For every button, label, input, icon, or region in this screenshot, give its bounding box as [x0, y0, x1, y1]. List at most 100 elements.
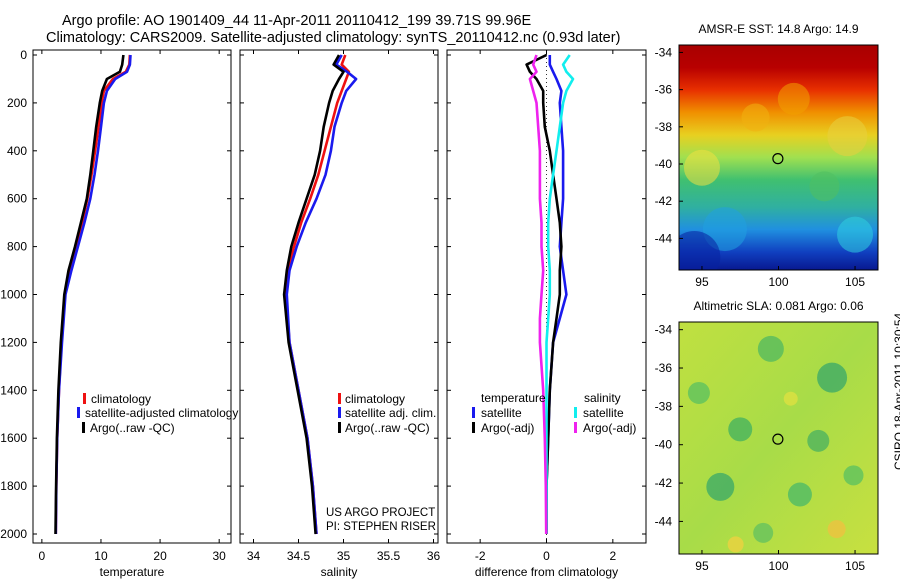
map-y-tick-label: -42	[655, 476, 673, 490]
sla-anomaly	[706, 472, 735, 501]
legend-temperature: climatology satellite-adjusted climatolo…	[77, 392, 238, 435]
series-line-argo-raw-qc-	[282, 54, 345, 535]
legend-label-temp-satellite: satellite	[481, 406, 522, 420]
legend-swatch-satellite	[338, 407, 341, 418]
x-tick-label: 35	[337, 549, 351, 563]
sst-patch	[827, 116, 868, 157]
map-y-tick-label: -42	[655, 194, 673, 208]
legend-label-sal-satellite: satellite	[583, 406, 624, 420]
map-title: Altimetric SLA: 0.081 Argo: 0.06	[693, 299, 863, 313]
map-y-tick-label: -34	[655, 45, 673, 59]
series-line-salinity-satellite	[545, 54, 575, 534]
heatmap-field	[679, 322, 878, 554]
map-y-tick-label: -40	[655, 438, 673, 452]
map-x-tick-label: 100	[768, 275, 788, 289]
legend-label-temp-argo: Argo(-adj)	[481, 421, 534, 435]
series-line-salinity-argo-adj-	[528, 54, 548, 535]
sla-anomaly	[753, 522, 774, 543]
legend-label-argo: Argo(..raw -QC)	[90, 421, 175, 435]
figure-title-line1: Argo profile: AO 1901409_44 11-Apr-2011 …	[62, 13, 532, 29]
legend-label-argo: Argo(..raw -QC)	[345, 421, 430, 435]
sst-patch	[683, 149, 720, 186]
sst-patch	[837, 216, 874, 253]
legend-label-satellite: satellite adj. clim.	[345, 406, 436, 420]
legend-swatch-temp-satellite	[472, 407, 475, 418]
map-x-tick-label: 95	[695, 559, 709, 573]
map-y-tick-label: -44	[655, 514, 673, 528]
timestamp-stamp: CSIRO 18-Apr-2011 10:30:54	[892, 312, 900, 470]
sst-patch	[809, 171, 840, 202]
x-tick-label: 20	[153, 549, 167, 563]
plot-frame	[239, 49, 439, 544]
credit-pi: PI: STEPHEN RISER	[326, 521, 436, 533]
legend-swatch-climatology	[83, 393, 86, 404]
plot-frame	[32, 49, 232, 544]
sla-anomaly	[817, 362, 848, 393]
sla-anomaly	[687, 381, 710, 404]
legend-label-satellite: satellite-adjusted climatology	[85, 406, 238, 420]
credit-project: US ARGO PROJECT	[326, 507, 436, 519]
sst-patch	[679, 230, 721, 270]
map-y-tick-label: -38	[655, 399, 673, 413]
legend-swatch-satellite	[77, 407, 80, 418]
panel-difference: -2 0 2 difference from climatology	[446, 49, 647, 579]
sla-anomaly	[727, 536, 744, 553]
y-tick-label: 1000	[0, 288, 27, 302]
sla-anomaly	[728, 417, 753, 442]
map-y-tick-label: -36	[655, 361, 673, 375]
map-x-tick-label: 105	[845, 275, 865, 289]
y-tick-label: 1600	[0, 431, 27, 445]
y-tick-label: 1200	[0, 335, 27, 349]
map-y-tick-label: -40	[655, 157, 673, 171]
argo-location-marker	[772, 153, 784, 165]
sla-anomaly	[787, 482, 812, 507]
x-tick-label: 30	[212, 549, 226, 563]
legend-title-salinity: salinity	[584, 391, 621, 405]
y-tick-label: 800	[7, 240, 27, 254]
legend-swatch-temp-argo	[472, 422, 475, 433]
map-x-tick-label: 105	[845, 559, 865, 573]
legend-swatch-argo	[338, 422, 341, 433]
sla-anomaly	[807, 429, 830, 452]
legend-label-climatology: climatology	[91, 392, 151, 406]
x-tick-label: 35.5	[377, 549, 401, 563]
sst-patch	[777, 82, 810, 115]
x-tick-label: -2	[475, 549, 486, 563]
argo-location-marker	[772, 433, 784, 445]
legend-title-temperature: temperature	[481, 391, 546, 405]
figure-title-line2: Climatology: CARS2009. Satellite-adjuste…	[46, 30, 621, 46]
x-tick-label: 2	[609, 549, 616, 563]
legend-swatch-sal-argo	[574, 422, 577, 433]
map-sst_map: AMSR-E SST: 14.8 Argo: 14.9 95 100 105 -34 -3…	[655, 22, 879, 289]
x-axis-label: difference from climatology	[475, 565, 618, 579]
map-y-tick-label: -38	[655, 120, 673, 134]
panel-salinity: 34 34.5 35 35.5 36 salinity	[239, 49, 440, 579]
map-x-tick-label: 95	[695, 275, 709, 289]
x-axis-label: salinity	[321, 565, 358, 579]
map-title: AMSR-E SST: 14.8 Argo: 14.9	[698, 22, 858, 36]
x-tick-label: 0	[543, 549, 550, 563]
sla-anomaly	[757, 335, 784, 362]
x-tick-label: 34	[247, 549, 261, 563]
map-y-tick-label: -44	[655, 231, 673, 245]
map-y-tick-label: -34	[655, 323, 673, 337]
y-tick-label: 600	[7, 192, 27, 206]
series-line-temperature-argo-adj-	[525, 53, 563, 534]
y-tick-label: 2000	[0, 527, 27, 541]
panel-temperature: 0 10 20 30 0 200 400 600 800 1000 1200 1400 1600 1800…	[0, 48, 232, 579]
map-sla_map: Altimetric SLA: 0.081 Argo: 0.06 95 100 105…	[655, 299, 879, 573]
sla-anomaly	[783, 391, 798, 406]
x-tick-label: 0	[39, 549, 46, 563]
legend-swatch-climatology	[338, 393, 341, 404]
sst-patch	[741, 103, 770, 132]
series-line-argo-raw-qc-	[54, 54, 125, 535]
x-axis-label: temperature	[100, 565, 165, 579]
legend-difference: temperature salinity satellite Argo(-adj…	[472, 391, 636, 435]
sla-anomaly	[843, 465, 864, 486]
legend-label-climatology: climatology	[345, 392, 405, 406]
sla-anomaly	[827, 520, 846, 539]
y-tick-label: 0	[20, 48, 27, 62]
x-tick-label: 34.5	[287, 549, 311, 563]
map-x-tick-label: 100	[768, 559, 788, 573]
